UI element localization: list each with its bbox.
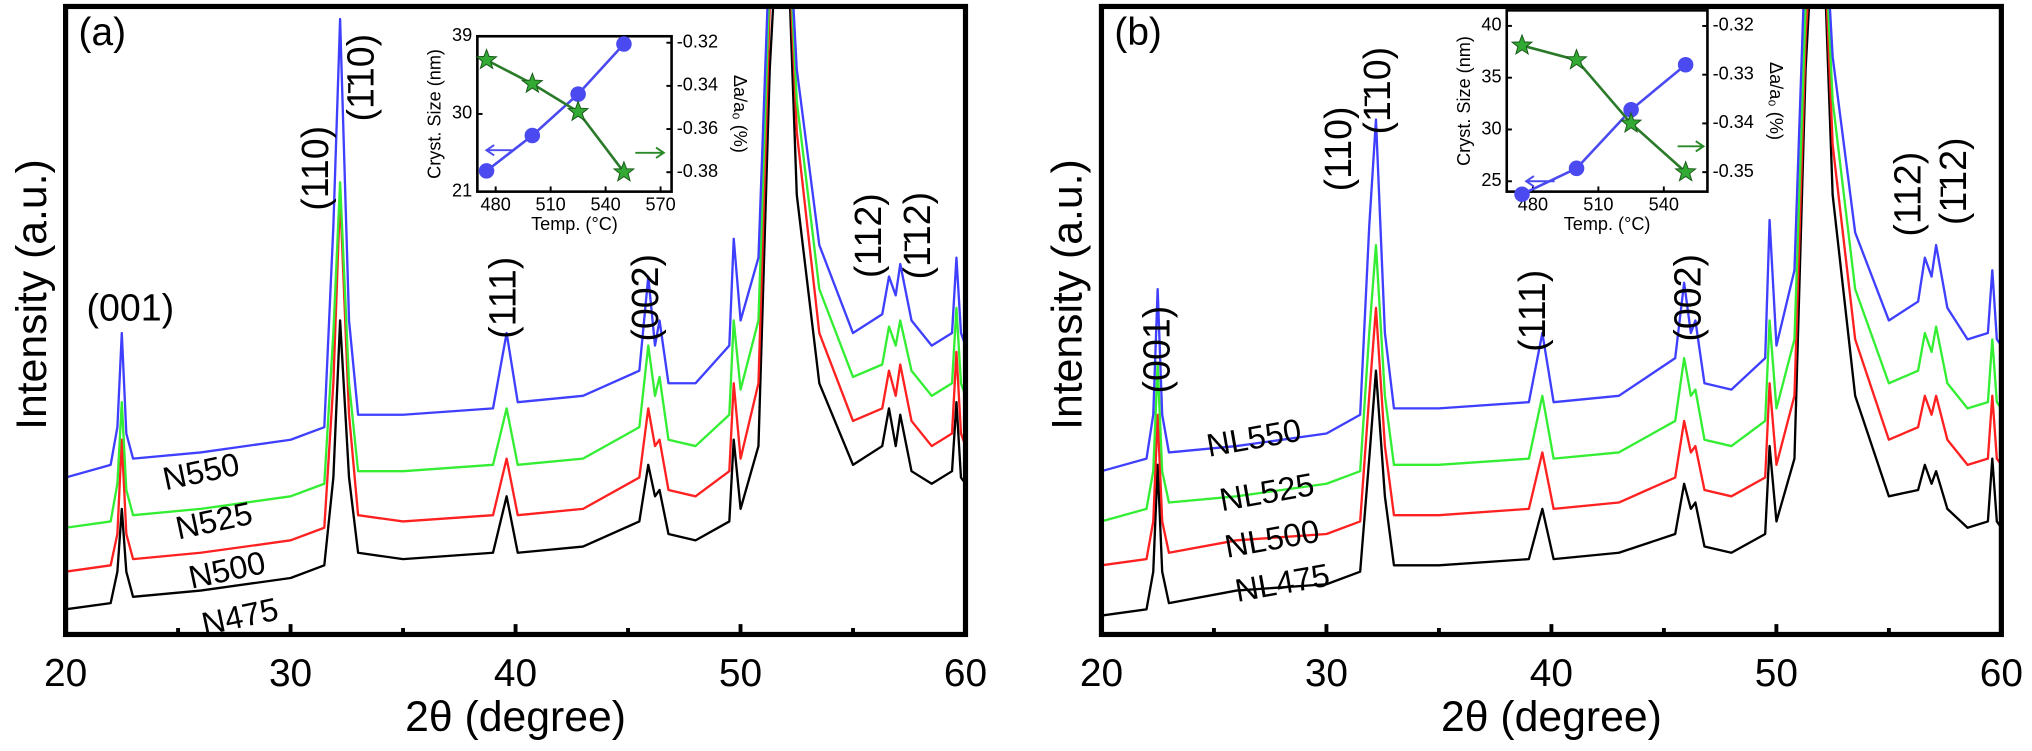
inset-x-tick-label: 480: [481, 195, 511, 215]
sample-label: NL550: [1204, 412, 1304, 464]
peak-label: (112): [1887, 152, 1929, 237]
x-axis-title: 2θ (degree): [1441, 693, 1662, 741]
x-tick-label: 40: [1530, 652, 1573, 695]
inset-point: [612, 160, 636, 182]
inset-point: [616, 36, 632, 52]
inset-point: [524, 127, 541, 144]
x-tick-label: 20: [44, 652, 87, 695]
inset-y-title: Cryst. Size (nm): [425, 49, 445, 179]
xrd-pattern: [1101, 6, 2002, 617]
axis-arrow: [484, 144, 513, 157]
inset-line: [485, 43, 625, 172]
inset-point: [1510, 33, 1534, 56]
x-tick-label: 20: [1080, 652, 1123, 695]
inset-point: [1565, 48, 1588, 70]
inset-point: [1674, 160, 1697, 182]
inset-point: [1677, 56, 1694, 73]
plot-area: [1101, 6, 2002, 617]
peak-label: (111): [1511, 270, 1553, 352]
x-tick-label: 50: [719, 652, 762, 695]
inset-y2-tick-label: -0.32: [1713, 15, 1754, 35]
inset-point: [1623, 102, 1639, 118]
inset-point: [520, 71, 544, 94]
x-axis-title: 2θ (degree): [405, 693, 626, 741]
sample-label: NL500: [1222, 513, 1322, 565]
inset-x-tick-label: 570: [645, 195, 675, 215]
peak-label: (001): [87, 287, 175, 329]
inset-point: [566, 99, 590, 122]
peak-label: (002): [1667, 254, 1709, 342]
panel-label: (b): [1114, 11, 1161, 54]
inset-point: [1514, 186, 1530, 202]
inset-point: [478, 163, 495, 179]
peak-label: (1̄12): [896, 192, 938, 280]
peak-label: (001): [1136, 306, 1178, 394]
inset-point: [570, 86, 586, 102]
y-axis-title: Intensity (a.u.): [1044, 159, 1092, 430]
peak-label: (1̄10): [339, 34, 381, 122]
xrd-pattern: [65, 6, 966, 611]
inset-y2-title: Δa/a₀ (%): [1766, 62, 1786, 140]
peak-label: (002): [624, 254, 666, 342]
inset-line: [1521, 44, 1687, 174]
inset-x-title: Temp. (°C): [531, 214, 618, 234]
inset-y2-tick-label: -0.38: [677, 161, 718, 181]
sample-label: NL475: [1232, 557, 1332, 609]
x-tick-label: 50: [1755, 652, 1798, 695]
x-tick-label: 60: [944, 652, 987, 695]
axis-arrow: [1524, 175, 1555, 188]
xrd-pattern: [65, 6, 966, 573]
inset-y2-tick-label: -0.35: [1713, 161, 1754, 181]
sample-label: NL525: [1217, 466, 1317, 518]
inset-point: [475, 48, 498, 70]
inset-y-tick-label: 21: [452, 180, 472, 200]
inset-y2-tick-label: -0.34: [677, 75, 718, 95]
xrd-pattern: [1101, 6, 2002, 473]
inset-y2-tick-label: -0.33: [1713, 63, 1754, 83]
inset-y-tick-label: 35: [1481, 66, 1501, 86]
xrd-pattern: [65, 6, 966, 529]
y-axis-title: Intensity (a.u.): [8, 159, 56, 430]
plot-area: [65, 6, 966, 611]
inset-x-tick-label: 510: [1583, 195, 1613, 215]
inset-y-tick-label: 30: [452, 103, 472, 123]
inset-y-tick-label: 40: [1481, 15, 1501, 35]
x-tick-label: 30: [1305, 652, 1348, 695]
xrd-pattern: [1101, 6, 2002, 523]
inset-point: [1619, 111, 1643, 134]
inset-x-title: Temp. (°C): [1564, 214, 1651, 234]
inset-y-tick-label: 39: [452, 25, 472, 45]
peak-label: (110): [1317, 106, 1359, 191]
x-tick-label: 40: [494, 652, 537, 695]
inset-x-tick-label: 540: [591, 195, 621, 215]
inset-y-tick-label: 30: [1481, 118, 1501, 138]
axis-arrow: [635, 146, 666, 159]
peak-label: (112): [847, 193, 889, 278]
peak-label: (111): [482, 257, 524, 339]
inset-line: [485, 58, 625, 173]
inset-y2-title: Δa/a₀ (%): [730, 75, 750, 153]
peak-label: (1̄10): [1356, 47, 1398, 135]
inset-y2-tick-label: -0.34: [1713, 112, 1754, 132]
panel-label: (a): [79, 11, 126, 54]
axis-arrow: [1677, 140, 1706, 153]
inset-x-tick-label: 510: [536, 195, 566, 215]
peak-label: (110): [294, 126, 336, 211]
inset-y-title: Cryst. Size (nm): [1454, 36, 1474, 166]
x-tick-label: 30: [269, 652, 312, 695]
xrd-pattern: [1101, 6, 2002, 567]
inset-point: [1568, 160, 1585, 177]
peak-label: (1̄12): [1932, 137, 1974, 225]
sample-label: N525: [172, 495, 255, 546]
inset-y2-tick-label: -0.32: [677, 32, 718, 52]
xrd-pattern: [65, 6, 966, 479]
x-tick-label: 60: [1980, 652, 2023, 695]
sample-label: N550: [159, 446, 242, 497]
inset-y2-tick-label: -0.36: [677, 118, 718, 138]
inset-x-tick-label: 540: [1649, 195, 1679, 215]
inset-y-tick-label: 25: [1481, 170, 1501, 190]
